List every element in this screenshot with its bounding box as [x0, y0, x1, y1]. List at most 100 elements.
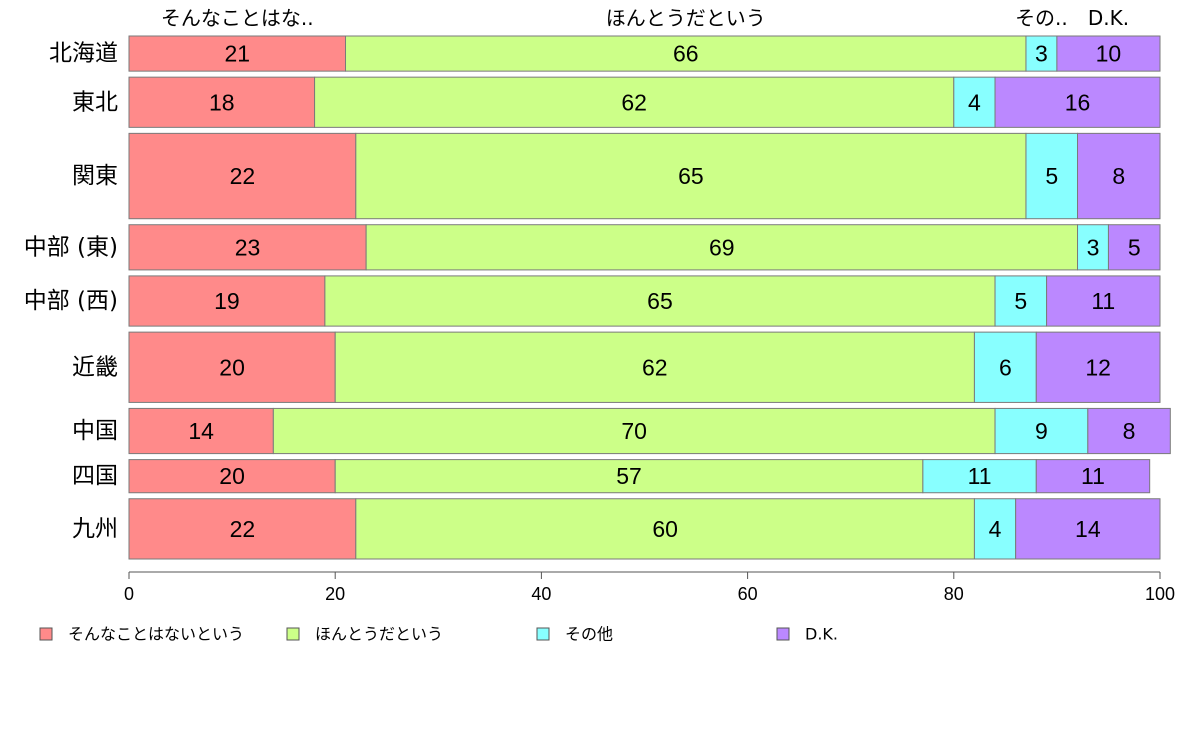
data-label: 21: [224, 41, 250, 67]
data-label: 5: [1014, 288, 1027, 314]
bar-segment: [128, 407, 274, 455]
data-label: 70: [621, 418, 647, 444]
bar-segment: [345, 35, 1027, 72]
top-series-label: そんなことはな..: [161, 6, 314, 30]
bar-segment: [128, 331, 336, 403]
data-label: 60: [652, 516, 678, 542]
legend-swatch: [536, 627, 550, 641]
row-label: 九州: [72, 516, 118, 542]
data-label: 14: [1075, 516, 1101, 542]
legend-swatch: [39, 627, 53, 641]
x-tick-label: 0: [124, 584, 134, 604]
data-label: 10: [1096, 41, 1122, 67]
data-label: 62: [642, 354, 668, 380]
data-label: 12: [1085, 354, 1111, 380]
row-label: 近畿: [72, 354, 118, 380]
row-label: 東北: [72, 89, 118, 115]
x-tick-label: 20: [325, 584, 345, 604]
bar-segment: [973, 331, 1037, 403]
top-series-label: その..: [1015, 6, 1068, 30]
x-tick-label: 80: [944, 584, 964, 604]
bar-segment: [365, 224, 1079, 271]
bar-segment: [953, 76, 996, 128]
data-label: 62: [621, 89, 647, 115]
legend-swatch: [776, 627, 790, 641]
top-series-label: ほんとうだという: [606, 6, 766, 30]
bar-segment: [1056, 35, 1161, 72]
data-label: 23: [235, 234, 261, 260]
bar-segment: [334, 331, 975, 403]
x-tick-label: 40: [531, 584, 551, 604]
legend-swatch: [286, 627, 300, 641]
x-axis: 0 20 40 60 80 100: [124, 571, 1175, 604]
legend-label: D.K.: [805, 625, 838, 644]
bar-segment: [128, 132, 357, 220]
bar-segment: [324, 275, 996, 327]
data-label: 20: [219, 463, 245, 489]
data-label: 11: [1091, 288, 1115, 314]
bar-segment: [1077, 132, 1161, 220]
data-label: 4: [968, 89, 981, 115]
x-tick-label: 100: [1145, 584, 1175, 604]
bar-segment: [1046, 275, 1161, 327]
bar-segment: [1015, 498, 1161, 560]
top-series-label: D.K.: [1088, 6, 1129, 30]
bar-segment: [355, 498, 975, 560]
data-label: 14: [188, 418, 214, 444]
bar-segment: [994, 275, 1048, 327]
bar-segment: [973, 498, 1017, 560]
bar-segment: [922, 459, 1037, 494]
legend-label: その他: [565, 625, 613, 644]
legend-label: そんなことはないという: [68, 625, 244, 644]
data-label: 69: [709, 234, 735, 260]
row-label: 中部 (西): [24, 288, 118, 314]
bar-segment: [1035, 331, 1161, 403]
data-label: 6: [999, 354, 1012, 380]
bar-segment: [128, 76, 316, 128]
data-label: 19: [214, 288, 240, 314]
bar-segment: [1087, 407, 1171, 455]
data-label: 9: [1035, 418, 1048, 444]
bar-segment: [128, 224, 367, 271]
top-labels: そんなことはな.. ほんとうだという その.. D.K.: [161, 6, 1129, 30]
bar-segment: [314, 76, 955, 128]
bar-segment: [1025, 35, 1058, 72]
row-label: 関東: [72, 163, 118, 189]
data-label: 4: [989, 516, 1002, 542]
data-label: 57: [616, 463, 642, 489]
bars: 21 66 3 10 18 62 4 16 22 65 5 8 23 69 3 5 19 65 5 11 20 62 6 12…: [128, 35, 1171, 560]
row-label: 中国: [72, 418, 118, 444]
data-label: 16: [1065, 89, 1091, 115]
bar-segment: [994, 407, 1089, 455]
bar-segment: [1035, 459, 1151, 494]
data-label: 5: [1128, 234, 1141, 260]
data-label: 8: [1123, 418, 1136, 444]
bar-segment: [1107, 224, 1161, 271]
data-label: 20: [219, 354, 245, 380]
data-label: 65: [647, 288, 673, 314]
row-label: 中部 (東): [24, 234, 118, 260]
bar-segment: [355, 132, 1027, 220]
bar-segment: [128, 459, 336, 494]
row-label: 四国: [72, 463, 118, 489]
data-label: 66: [673, 41, 699, 67]
x-tick-label: 60: [738, 584, 758, 604]
data-label: 5: [1045, 163, 1058, 189]
row-label: 北海道: [49, 41, 118, 67]
data-label: 22: [230, 163, 256, 189]
data-label: 11: [1081, 463, 1105, 489]
data-label: 3: [1087, 234, 1100, 260]
data-label: 8: [1112, 163, 1125, 189]
legend-label: ほんとうだという: [315, 625, 443, 644]
legend: そんなことはないという ほんとうだという その他 D.K.: [39, 625, 838, 644]
bar-segment: [128, 35, 347, 72]
bar-segment: [128, 275, 326, 327]
data-label: 65: [678, 163, 704, 189]
data-label: 18: [209, 89, 235, 115]
data-label: 3: [1035, 41, 1048, 67]
data-label: 11: [968, 463, 992, 489]
bar-segment: [994, 76, 1161, 128]
data-label: 22: [230, 516, 256, 542]
